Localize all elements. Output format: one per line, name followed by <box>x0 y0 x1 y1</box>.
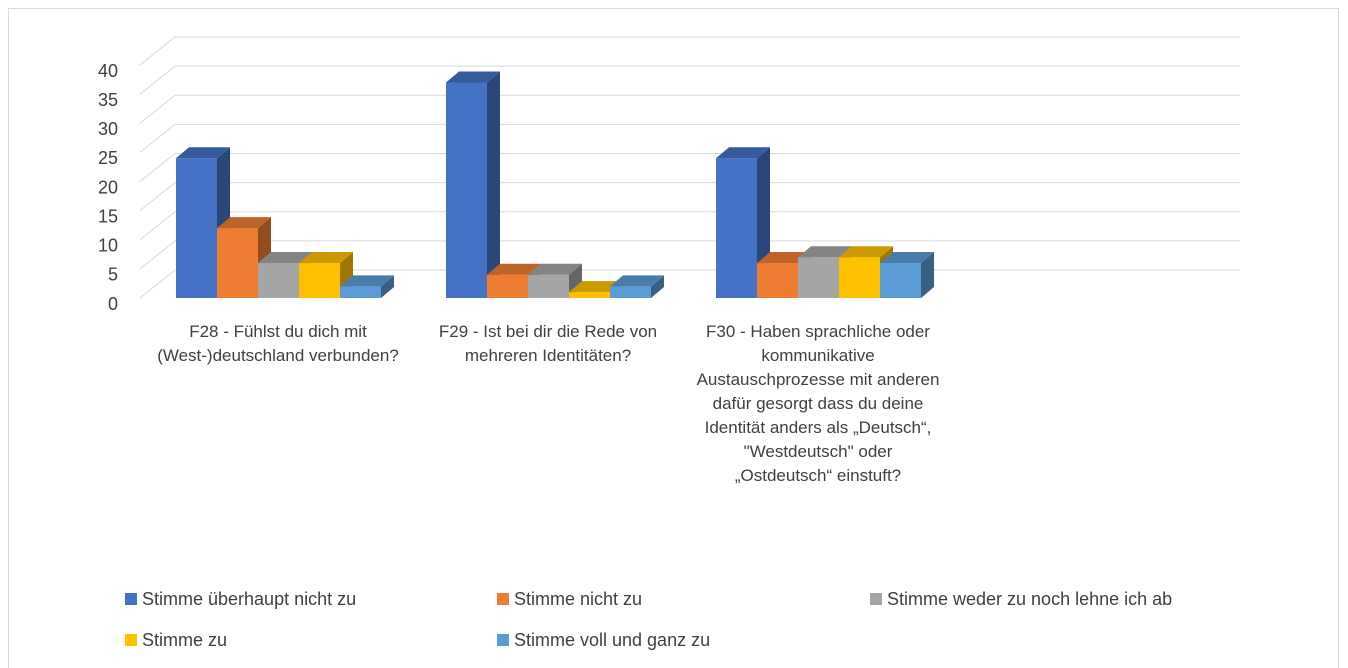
bar <box>340 275 394 298</box>
bar-front <box>880 263 921 298</box>
bar-top <box>299 252 353 264</box>
y-tick-label: 30 <box>98 119 118 139</box>
legend-label: Stimme überhaupt nicht zu <box>142 589 356 609</box>
x-tick-label: F30 - Haben sprachliche oder kommunikati… <box>696 322 940 485</box>
grid-line <box>139 36 1240 66</box>
bar-top <box>176 147 230 159</box>
bar-side <box>381 275 394 298</box>
bar-front <box>839 257 880 298</box>
grid-line <box>139 65 1240 95</box>
y-tick-label: 0 <box>108 294 118 314</box>
chart-border <box>8 8 1339 668</box>
bar-front <box>716 158 757 298</box>
bar-front <box>340 286 381 298</box>
bar-top <box>528 263 582 275</box>
y-tick-label: 15 <box>98 206 118 226</box>
bar-side <box>651 275 664 298</box>
grid-line <box>139 240 1240 270</box>
bar <box>446 71 500 298</box>
legend-swatch <box>870 593 882 605</box>
bar-top <box>569 281 623 293</box>
y-tick-label: 35 <box>98 90 118 110</box>
bar-top <box>340 275 394 287</box>
bar-top <box>839 246 893 258</box>
bar-top <box>610 275 664 287</box>
bar-top <box>716 147 770 159</box>
bar-front <box>569 292 610 298</box>
bar-top <box>880 252 934 264</box>
grid-line <box>139 182 1240 212</box>
grid-line <box>139 153 1240 182</box>
bar-top <box>258 252 312 264</box>
legend-swatch <box>497 634 509 646</box>
y-tick-label: 20 <box>98 177 118 197</box>
grid-line <box>139 94 1240 124</box>
bar-front <box>610 286 651 298</box>
bar <box>217 217 271 298</box>
legend-swatch <box>125 593 137 605</box>
bar-side <box>487 71 500 298</box>
bar-front <box>798 257 839 298</box>
bar <box>716 147 770 298</box>
bar-front <box>299 263 340 298</box>
grid-line <box>139 211 1240 241</box>
bar-top <box>798 246 852 258</box>
y-tick-label: 25 <box>98 148 118 168</box>
bar-top <box>757 252 811 264</box>
bar <box>880 252 934 298</box>
x-tick-label: F28 - Fühlst du dich mit (West-)deutschl… <box>157 322 399 365</box>
bar-side <box>921 252 934 298</box>
legend-swatch <box>125 634 137 646</box>
bar-front <box>217 228 258 298</box>
y-tick-label: 10 <box>98 236 118 256</box>
legend-label: Stimme voll und ganz zu <box>514 630 710 650</box>
bar-front <box>528 274 569 298</box>
x-tick-label: F29 - Ist bei dir die Rede von mehreren … <box>438 322 658 365</box>
legend-label: Stimme zu <box>142 630 227 650</box>
y-tick-label: 5 <box>108 265 118 285</box>
bar <box>610 275 664 298</box>
bar-front <box>757 263 798 298</box>
bar-top <box>446 71 500 83</box>
bar-front <box>258 263 299 298</box>
legend-swatch <box>497 593 509 605</box>
bar-top <box>217 217 271 229</box>
grid-line <box>139 123 1240 153</box>
bar-top <box>487 263 541 275</box>
bar-front <box>176 158 217 298</box>
bar-front <box>487 274 528 298</box>
legend-label: Stimme weder zu noch lehne ich ab <box>887 589 1172 609</box>
bar-front <box>446 82 487 298</box>
y-tick-label: 40 <box>98 61 118 81</box>
legend-label: Stimme nicht zu <box>514 589 642 609</box>
